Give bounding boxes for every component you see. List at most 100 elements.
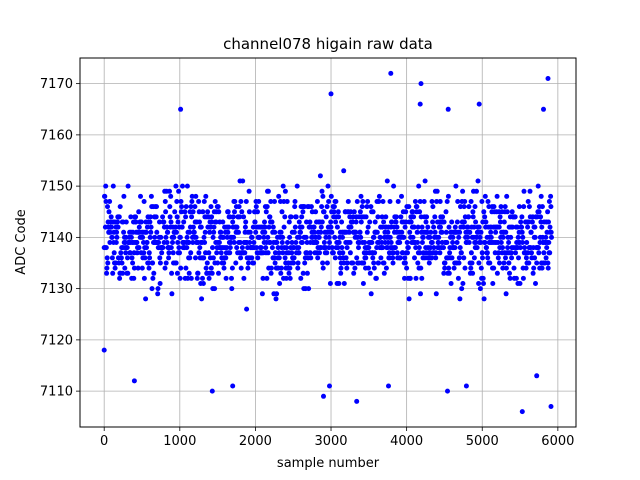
data-point: [441, 219, 447, 225]
data-point: [324, 260, 330, 266]
data-point: [245, 265, 251, 271]
data-point: [223, 255, 229, 261]
data-point: [325, 183, 331, 189]
data-point: [151, 270, 157, 276]
data-point: [448, 281, 454, 286]
data-point: [179, 204, 185, 210]
data-point: [174, 199, 180, 204]
data-point: [371, 234, 377, 240]
data-point: [204, 260, 210, 266]
data-point: [237, 240, 243, 245]
outlier-point: [417, 101, 423, 107]
data-point: [354, 199, 360, 204]
data-point: [107, 229, 113, 235]
data-point: [274, 240, 280, 245]
data-point: [395, 199, 401, 204]
data-point: [535, 183, 541, 189]
data-point: [427, 234, 433, 240]
data-point: [293, 214, 299, 220]
data-point: [416, 245, 422, 251]
data-point: [295, 260, 301, 266]
outlier-point: [545, 76, 551, 81]
data-point: [442, 265, 448, 271]
data-point: [208, 265, 214, 271]
data-point: [372, 219, 378, 225]
data-point: [363, 255, 369, 261]
data-point: [242, 224, 248, 230]
data-point: [156, 240, 162, 245]
data-point: [173, 260, 179, 266]
data-point: [479, 250, 485, 256]
data-point: [447, 250, 453, 256]
data-point: [201, 234, 207, 240]
data-point: [206, 250, 212, 256]
data-point: [450, 234, 456, 240]
data-point: [134, 250, 140, 256]
data-point: [530, 270, 536, 276]
data-point: [380, 199, 386, 204]
data-point: [140, 234, 146, 240]
data-point: [353, 219, 359, 225]
data-point: [502, 204, 508, 210]
data-point: [246, 209, 252, 215]
data-point: [225, 209, 231, 215]
data-point: [300, 209, 306, 215]
data-point: [503, 255, 508, 261]
data-point: [437, 199, 443, 204]
data-point: [408, 219, 414, 225]
data-point: [476, 281, 482, 286]
data-point: [495, 255, 501, 261]
data-point: [524, 240, 530, 245]
data-point: [415, 240, 420, 245]
data-point: [423, 219, 429, 225]
data-point: [371, 260, 377, 266]
data-point: [438, 224, 443, 230]
data-point: [191, 229, 197, 235]
data-point: [365, 199, 371, 204]
data-point: [357, 209, 363, 215]
data-point: [344, 260, 350, 266]
y-tick-label: 7160: [40, 128, 73, 143]
data-point: [350, 219, 355, 225]
data-point: [434, 199, 440, 204]
data-point: [192, 204, 198, 210]
outlier-point: [101, 347, 107, 353]
data-point: [373, 275, 379, 281]
outlier-point: [209, 388, 215, 394]
data-point: [190, 240, 196, 245]
data-point: [141, 199, 147, 204]
data-point: [263, 209, 269, 215]
data-point: [168, 219, 174, 225]
data-point: [181, 219, 187, 225]
data-point: [387, 234, 393, 240]
data-point: [449, 255, 455, 261]
data-point: [234, 224, 240, 230]
data-point: [252, 219, 258, 225]
data-point: [412, 199, 418, 204]
data-point: [346, 229, 352, 235]
data-point: [340, 234, 345, 240]
data-point: [291, 229, 297, 235]
data-point: [336, 240, 342, 245]
data-point: [419, 240, 425, 245]
data-point: [269, 245, 275, 251]
data-point: [152, 234, 158, 240]
data-point: [254, 245, 260, 251]
data-point: [329, 245, 335, 251]
data-point: [351, 209, 357, 215]
data-point: [339, 245, 345, 251]
data-point: [460, 281, 466, 286]
data-point: [202, 229, 208, 235]
plot-frame: [79, 57, 577, 428]
data-point: [175, 219, 181, 225]
data-point: [288, 214, 294, 220]
data-point: [413, 245, 419, 251]
data-point: [516, 204, 522, 210]
data-point: [392, 245, 398, 251]
data-point: [133, 214, 139, 220]
data-point: [431, 224, 437, 230]
data-point: [136, 245, 142, 251]
data-point: [307, 250, 313, 256]
data-point: [321, 209, 327, 215]
data-point: [321, 240, 327, 245]
